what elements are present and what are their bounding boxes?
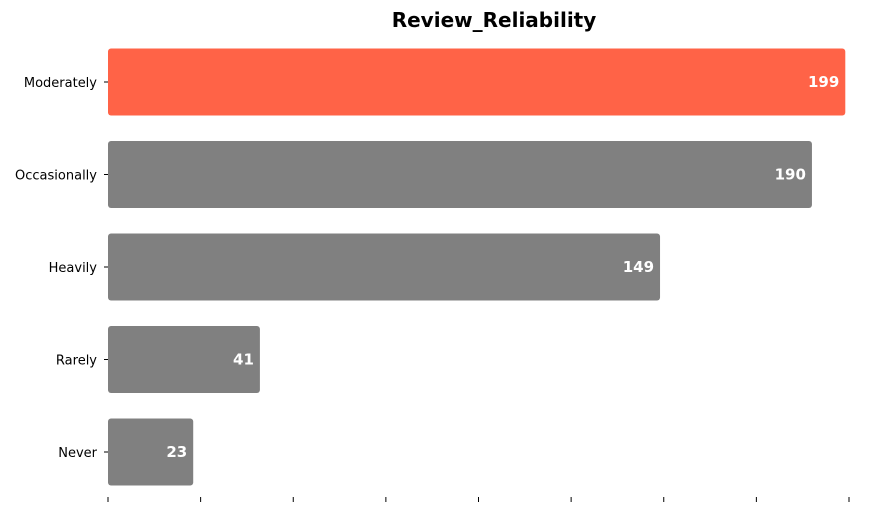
- bars-group: 199 190 149 41 23: [108, 48, 846, 486]
- category-label: Heavily: [49, 261, 98, 276]
- bar-never: [108, 418, 194, 486]
- bar-rarely: [108, 326, 260, 393]
- bar-value-label: 199: [808, 73, 839, 91]
- category-label: Occasionally: [15, 169, 97, 184]
- category-label: Rarely: [56, 354, 97, 369]
- bar-value-label: 190: [775, 166, 806, 184]
- chart-title: Review_Reliability: [392, 8, 597, 32]
- bar-moderately: [108, 48, 846, 116]
- bar-occasionally: [108, 141, 812, 208]
- bar-value-label: 149: [623, 258, 654, 276]
- category-label: Never: [58, 446, 97, 461]
- bar-value-label: 41: [233, 351, 254, 369]
- x-axis-ticks: [107, 497, 850, 502]
- bar-heavily: [108, 233, 661, 301]
- bar-value-label: 23: [166, 443, 187, 461]
- category-labels-group: Moderately Occasionally Heavily Rarely Never: [15, 76, 108, 461]
- category-label: Moderately: [24, 76, 97, 91]
